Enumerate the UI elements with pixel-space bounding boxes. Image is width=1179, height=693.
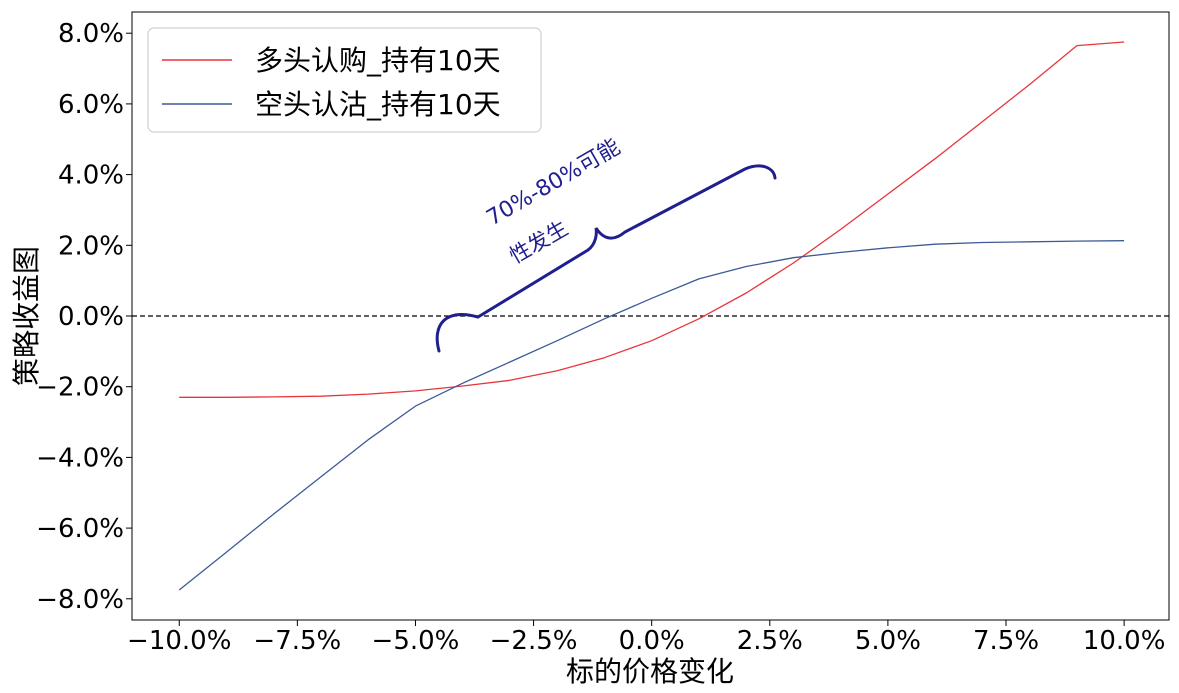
series-line-put [178, 240, 1125, 591]
axis-ticks: −10.0% −7.5% −5.0% −2.5% 0.0% 2.5% 5.0% 7.5% 10.… [36, 19, 1165, 656]
y-tick-label: 4.0% [58, 161, 124, 191]
x-tick-label: −5.0% [372, 626, 460, 656]
series-line-call [179, 41, 1125, 398]
x-tick-label: −10.0% [127, 626, 231, 656]
y-tick-label: 6.0% [58, 90, 124, 120]
y-axis-label: 策略收益图 [10, 246, 43, 386]
x-tick-label: 0.0% [619, 626, 685, 656]
legend-label-call: 多头认购_持有10天 [255, 44, 501, 77]
legend-box [147, 27, 542, 133]
x-tick-label: 2.5% [737, 626, 803, 656]
legend: 多头认购_持有10天 空头认沽_持有10天 [147, 27, 542, 133]
y-tick-label: 2.0% [58, 231, 124, 261]
x-tick-label: 5.0% [855, 626, 921, 656]
series-layer [178, 41, 1125, 591]
x-tick-label: −7.5% [253, 626, 341, 656]
y-tick-label: −4.0% [36, 443, 124, 473]
x-axis-label: 标的价格变化 [566, 655, 734, 688]
x-tick-label: 7.5% [973, 626, 1039, 656]
annotation-brace [435, 164, 777, 353]
y-tick-label: −2.0% [36, 373, 124, 403]
y-tick-label: −6.0% [36, 514, 124, 544]
x-tick-label: −2.5% [490, 626, 578, 656]
y-tick-label: −8.0% [36, 585, 124, 615]
x-tick-label: 10.0% [1083, 626, 1166, 656]
legend-label-put: 空头认沽_持有10天 [255, 88, 501, 121]
y-tick-label: 0.0% [58, 302, 124, 332]
y-tick-label: 8.0% [58, 19, 124, 49]
